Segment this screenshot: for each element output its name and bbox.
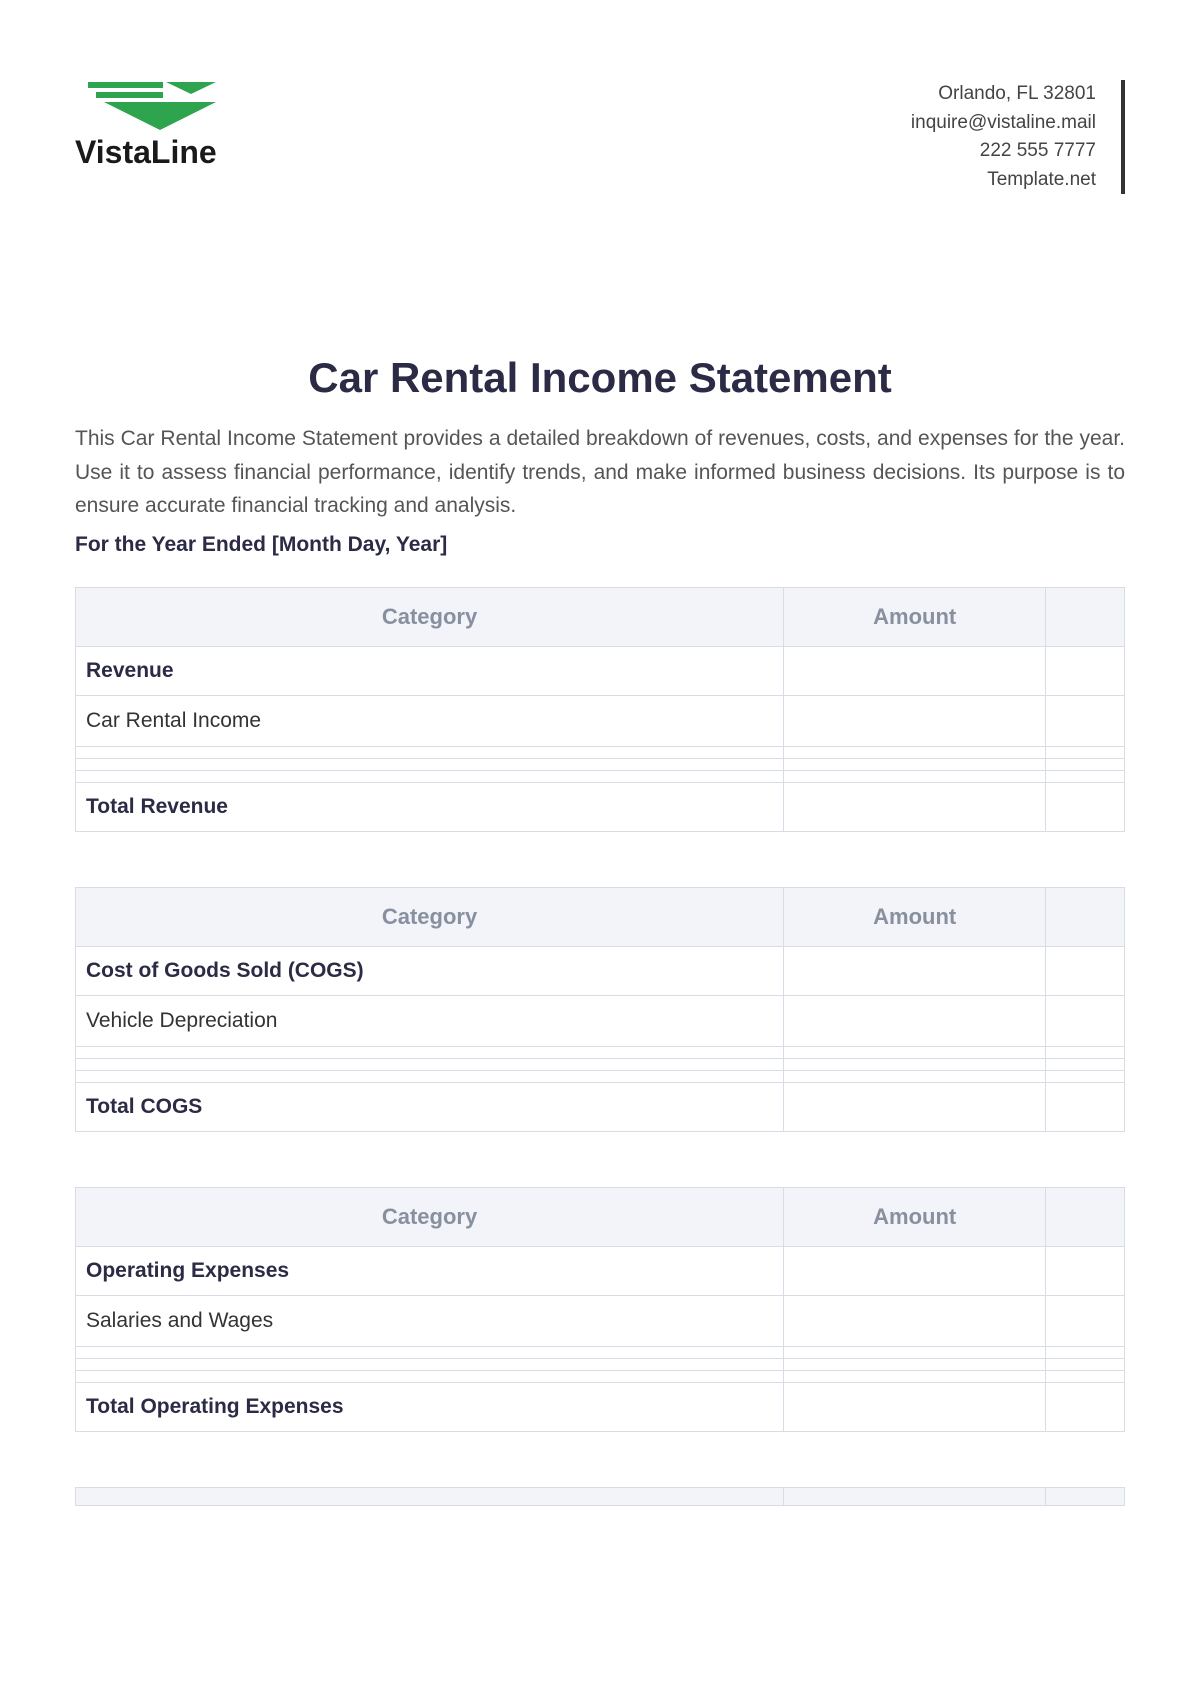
col-header-amount: Amount <box>784 887 1046 946</box>
vistaline-logo-icon <box>76 80 216 130</box>
end-cell <box>1046 995 1125 1046</box>
amount-cell[interactable] <box>784 946 1046 995</box>
period-label: For the Year Ended [Month Day, Year] <box>75 533 1125 557</box>
section-heading: Cost of Goods Sold (COGS) <box>76 946 784 995</box>
end-cell <box>1046 695 1125 746</box>
amount-cell[interactable] <box>784 695 1046 746</box>
line-row: Salaries and Wages <box>76 1295 1125 1346</box>
contact-address: Orlando, FL 32801 <box>911 80 1096 109</box>
cogs-table: Category Amount Cost of Goods Sold (COGS… <box>75 887 1125 1132</box>
end-cell <box>1046 946 1125 995</box>
page-title: Car Rental Income Statement <box>75 354 1125 402</box>
line-row: Vehicle Depreciation <box>76 995 1125 1046</box>
blank-row <box>76 1070 1125 1082</box>
blank-row <box>76 746 1125 758</box>
amount-cell[interactable] <box>784 1295 1046 1346</box>
amount-cell[interactable] <box>784 782 1046 831</box>
end-cell <box>1046 782 1125 831</box>
col-header-category: Category <box>76 1187 784 1246</box>
total-row: Total Revenue <box>76 782 1125 831</box>
blank-row <box>76 1358 1125 1370</box>
col-header-blank <box>1046 1487 1125 1505</box>
blank-row <box>76 1370 1125 1382</box>
contact-email: inquire@vistaline.mail <box>911 109 1096 138</box>
amount-cell[interactable] <box>784 1246 1046 1295</box>
amount-cell[interactable] <box>784 1382 1046 1431</box>
line-label: Salaries and Wages <box>76 1295 784 1346</box>
blank-row <box>76 770 1125 782</box>
col-header-blank <box>784 1487 1046 1505</box>
description-text: This Car Rental Income Statement provide… <box>75 422 1125 523</box>
total-label: Total Operating Expenses <box>76 1382 784 1431</box>
col-header-blank <box>1046 587 1125 646</box>
document-page: VistaLine Orlando, FL 32801 inquire@vist… <box>0 0 1200 1546</box>
total-label: Total Revenue <box>76 782 784 831</box>
contact-block: Orlando, FL 32801 inquire@vistaline.mail… <box>911 80 1125 194</box>
end-cell <box>1046 1382 1125 1431</box>
blank-row <box>76 1058 1125 1070</box>
document-header: VistaLine Orlando, FL 32801 inquire@vist… <box>75 80 1125 194</box>
line-label: Vehicle Depreciation <box>76 995 784 1046</box>
col-header-amount: Amount <box>784 1187 1046 1246</box>
end-cell <box>1046 1246 1125 1295</box>
blank-row <box>76 1046 1125 1058</box>
col-header-blank <box>1046 887 1125 946</box>
col-header-blank <box>1046 1187 1125 1246</box>
total-label: Total COGS <box>76 1082 784 1131</box>
amount-cell[interactable] <box>784 646 1046 695</box>
col-header-category: Category <box>76 887 784 946</box>
amount-cell[interactable] <box>784 1082 1046 1131</box>
contact-website: Template.net <box>911 166 1096 195</box>
end-cell <box>1046 646 1125 695</box>
end-cell <box>1046 1295 1125 1346</box>
total-row: Total COGS <box>76 1082 1125 1131</box>
company-name: VistaLine <box>75 134 217 171</box>
section-heading-row: Revenue <box>76 646 1125 695</box>
revenue-table: Category Amount Revenue Car Rental Incom… <box>75 587 1125 832</box>
blank-row <box>76 1346 1125 1358</box>
section-heading-row: Operating Expenses <box>76 1246 1125 1295</box>
section-heading: Revenue <box>76 646 784 695</box>
partial-table <box>75 1487 1125 1506</box>
section-heading-row: Cost of Goods Sold (COGS) <box>76 946 1125 995</box>
opex-table: Category Amount Operating Expenses Salar… <box>75 1187 1125 1432</box>
line-label: Car Rental Income <box>76 695 784 746</box>
logo-block: VistaLine <box>75 80 217 171</box>
contact-phone: 222 555 7777 <box>911 137 1096 166</box>
total-row: Total Operating Expenses <box>76 1382 1125 1431</box>
col-header-category: Category <box>76 587 784 646</box>
col-header-amount: Amount <box>784 587 1046 646</box>
blank-row <box>76 758 1125 770</box>
col-header-blank <box>76 1487 784 1505</box>
end-cell <box>1046 1082 1125 1131</box>
section-heading: Operating Expenses <box>76 1246 784 1295</box>
amount-cell[interactable] <box>784 995 1046 1046</box>
line-row: Car Rental Income <box>76 695 1125 746</box>
